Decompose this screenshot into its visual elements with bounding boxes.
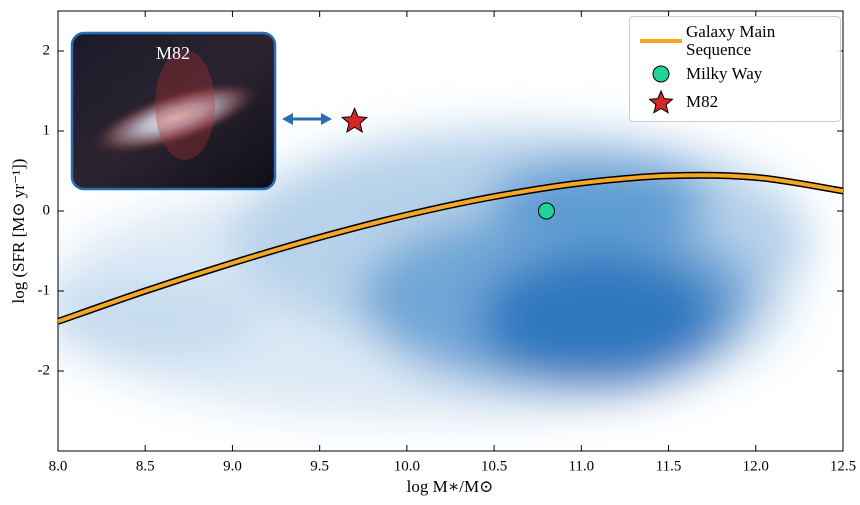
x-tick-label: 11.0 <box>568 458 594 474</box>
x-axis-label: log M∗/M⊙ <box>407 477 494 496</box>
y-tick-label: 2 <box>43 42 51 58</box>
x-tick-label: 8.0 <box>49 458 68 474</box>
legend-label: Milky Way <box>686 65 826 83</box>
inset-outflow <box>155 50 215 160</box>
page: M82 log M∗/M⊙ log (SFR [M⊙ yr⁻¹]) 8.0 8.5… <box>0 0 860 500</box>
inset-label: M82 <box>156 43 190 63</box>
legend-key <box>636 61 686 87</box>
x-tick-label: 12.5 <box>830 458 856 474</box>
y-tick-label: -2 <box>38 362 51 378</box>
x-tick-label: 9.5 <box>310 458 329 474</box>
x-tick-label: 8.5 <box>136 458 155 474</box>
legend-symbol <box>650 91 673 113</box>
legend-key <box>636 28 686 54</box>
legend-label: M82 <box>686 93 826 111</box>
legend-symbol <box>653 66 669 82</box>
legend: Galaxy Main Sequence Milky Way M82 <box>629 16 841 122</box>
star-point <box>342 108 367 131</box>
legend-entry: Galaxy Main Sequence <box>636 23 834 59</box>
y-axis-label: log (SFR [M⊙ yr⁻¹]) <box>9 159 28 304</box>
y-tick-label: 1 <box>43 122 51 138</box>
double-arrow <box>282 113 332 125</box>
x-tick-label: 12.0 <box>743 458 769 474</box>
x-tick-label: 10.0 <box>394 458 420 474</box>
legend-entry: Milky Way <box>636 61 834 87</box>
y-tick-label: -1 <box>38 282 51 298</box>
x-tick-label: 11.5 <box>656 458 682 474</box>
legend-label: Galaxy Main Sequence <box>686 23 796 59</box>
inset: M82 <box>72 33 275 189</box>
y-tick-label: 0 <box>43 202 51 218</box>
legend-entry: M82 <box>636 89 834 115</box>
x-tick-label: 10.5 <box>481 458 507 474</box>
point <box>538 203 554 219</box>
x-tick-label: 9.0 <box>223 458 242 474</box>
legend-key <box>636 89 686 115</box>
